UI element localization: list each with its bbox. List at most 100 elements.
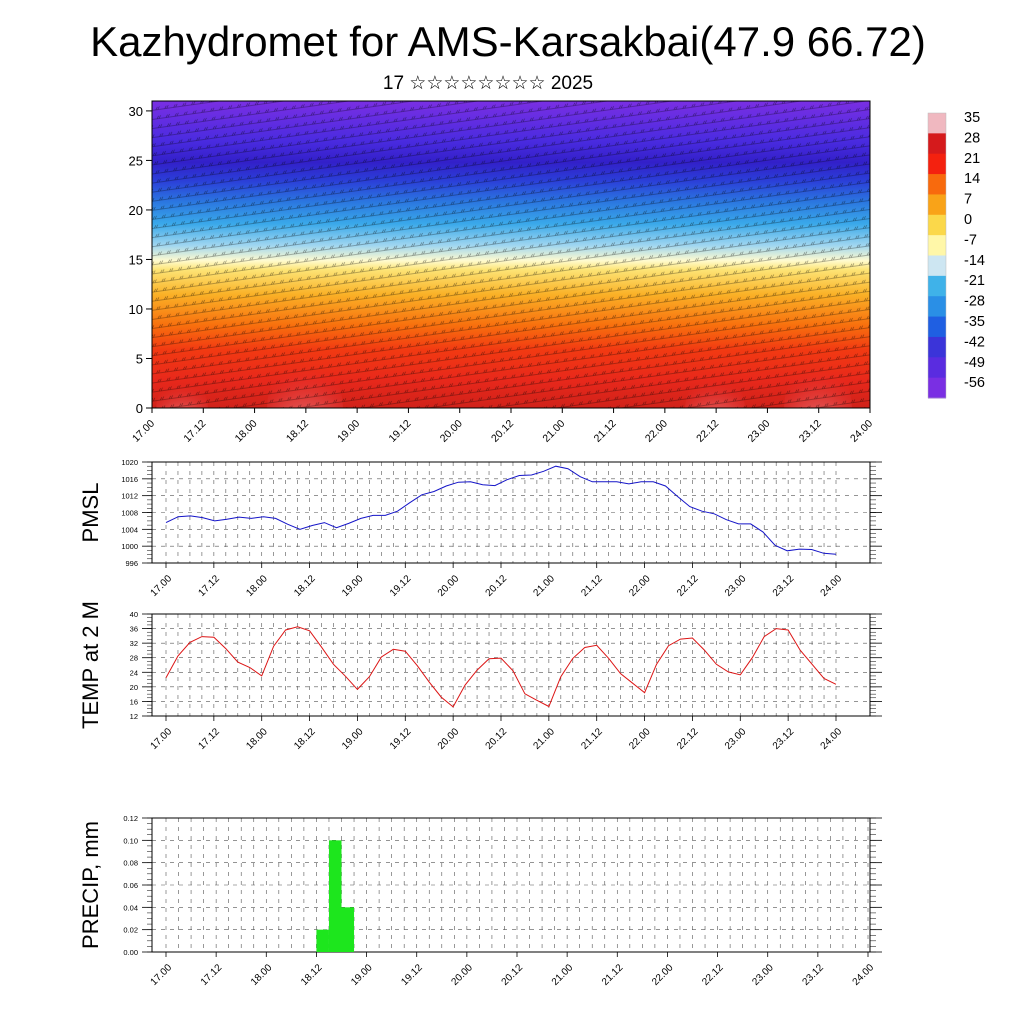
x-tick-label: 19.00 (335, 418, 362, 445)
y-tick-label: 10 (129, 302, 143, 317)
x-tick-label: 17.12 (199, 962, 225, 988)
x-tick-label: 18.00 (249, 962, 275, 988)
colorbar-label: -49 (964, 355, 985, 371)
wind-barbs (152, 101, 870, 408)
x-tick-label: 18.00 (244, 573, 270, 599)
y-tick-label: 0.10 (123, 836, 138, 845)
x-tick-label: 18.12 (299, 962, 325, 988)
colorbar-label: -56 (964, 375, 985, 391)
y-tick-label: 0.04 (123, 903, 138, 912)
y-axis-title: TEMP at 2 M (78, 601, 103, 729)
precip-bar (316, 929, 329, 952)
colorbar-swatch (928, 235, 946, 256)
y-tick-label: 996 (125, 559, 138, 568)
x-tick-label: 19.12 (388, 726, 414, 752)
x-tick-label: 20.12 (484, 573, 510, 599)
y-tick-label: 1000 (121, 542, 138, 551)
y-tick-label: 1004 (121, 525, 138, 534)
x-tick-label: 18.12 (284, 418, 311, 445)
colorbar-swatch (928, 255, 946, 277)
x-tick-label: 23.00 (750, 962, 776, 988)
y-tick-label: 5 (136, 351, 143, 366)
y-tick-label: 30 (129, 104, 143, 119)
x-tick-label: 19.12 (399, 962, 425, 988)
x-tick-label: 23.00 (723, 573, 749, 599)
precip-bar (341, 907, 355, 952)
y-tick-label: 24 (130, 668, 138, 677)
precip-bar (328, 840, 342, 952)
y-tick-label: 1008 (121, 509, 138, 518)
x-tick-label: 17.12 (197, 726, 223, 752)
colorbar-label: 35 (964, 110, 980, 126)
panel-frame (151, 613, 871, 717)
x-tick-label: 21.00 (532, 726, 558, 752)
colorbar-swatch (928, 275, 946, 297)
x-tick-label: 22.12 (675, 573, 701, 599)
y-axis-title: PMSL (78, 483, 103, 543)
colorbar-swatch (928, 214, 946, 236)
y-tick-label: 20 (130, 683, 138, 692)
colorbar-label: 0 (964, 212, 972, 228)
x-tick-label: 17.00 (130, 418, 157, 445)
x-tick-label: 17.00 (149, 962, 175, 988)
x-tick-label: 23.00 (723, 726, 749, 752)
colorbar-swatch (928, 316, 946, 338)
x-tick-label: 20.12 (484, 726, 510, 752)
x-tick-label: 17.00 (149, 573, 175, 599)
x-tick-label: 18.12 (292, 573, 318, 599)
x-tick-label: 22.12 (700, 962, 726, 988)
y-axis-title: PRECIP, mm (78, 821, 103, 949)
y-tick-label: 32 (130, 639, 138, 648)
x-tick-label: 23.12 (771, 726, 797, 752)
y-tick-label: 1020 (121, 458, 138, 467)
colorbar-swatch (928, 336, 946, 358)
series-line (165, 465, 837, 555)
colorbar-frame (927, 112, 947, 399)
x-tick-label: 19.00 (340, 726, 366, 752)
x-tick-label: 21.00 (540, 418, 567, 445)
colorbar-label: -35 (964, 314, 985, 330)
x-tick-label: 20.00 (450, 962, 476, 988)
colorbar-label: -21 (964, 273, 985, 289)
colorbar-label: -14 (964, 253, 985, 269)
x-tick-label: 22.00 (650, 962, 676, 988)
x-tick-label: 23.12 (797, 418, 824, 445)
colorbar-label: -28 (964, 294, 985, 310)
colorbar-label: -7 (964, 232, 977, 248)
y-tick-label: 0.06 (123, 881, 138, 890)
y-tick-label: 1012 (121, 492, 138, 501)
colorbar-swatch (928, 194, 946, 216)
colorbar-swatch (928, 174, 946, 195)
y-tick-label: 0.12 (123, 814, 138, 823)
x-tick-label: 18.12 (292, 726, 318, 752)
x-tick-label: 22.00 (627, 726, 653, 752)
x-tick-label: 22.12 (675, 726, 701, 752)
x-tick-label: 21.12 (600, 962, 626, 988)
x-tick-label: 21.00 (532, 573, 558, 599)
chart-subtitle: 17 ☆☆☆☆☆☆☆☆ 2025 (382, 73, 594, 94)
colorbar-swatch (928, 296, 946, 318)
colorbar-swatch (928, 133, 946, 155)
x-tick-label: 17.12 (181, 418, 208, 445)
colorbar-label: 28 (964, 130, 980, 146)
panel-frame (151, 817, 871, 953)
y-tick-label: 12 (130, 712, 138, 721)
x-tick-label: 20.00 (438, 418, 465, 445)
colorbar-label: 14 (964, 171, 980, 187)
x-tick-label: 23.12 (801, 962, 827, 988)
colorbar: 35 28 21 14 7 0 -7 -14 -21 -28 -35 -42 -49 -56 (927, 110, 985, 399)
x-tick-label: 22.12 (694, 418, 721, 445)
x-tick-label: 21.00 (550, 962, 576, 988)
series-line (165, 626, 837, 708)
x-tick-label: 19.12 (388, 573, 414, 599)
panel-frame (151, 461, 871, 564)
vertical-cross-section: 0 5 10 15 20 25 30 17.00 17.12 18.00 18.12 19.00 19… (129, 100, 875, 445)
colorbar-swatch (928, 113, 946, 134)
colorbar-label: 21 (964, 151, 980, 167)
x-tick-label: 20.00 (436, 573, 462, 599)
colorbar-swatch (928, 153, 946, 175)
x-tick-label: 19.12 (386, 418, 413, 445)
y-tick-label: 40 (130, 610, 138, 619)
y-tick-label: 1016 (121, 475, 138, 484)
x-tick-label: 23.00 (745, 418, 772, 445)
